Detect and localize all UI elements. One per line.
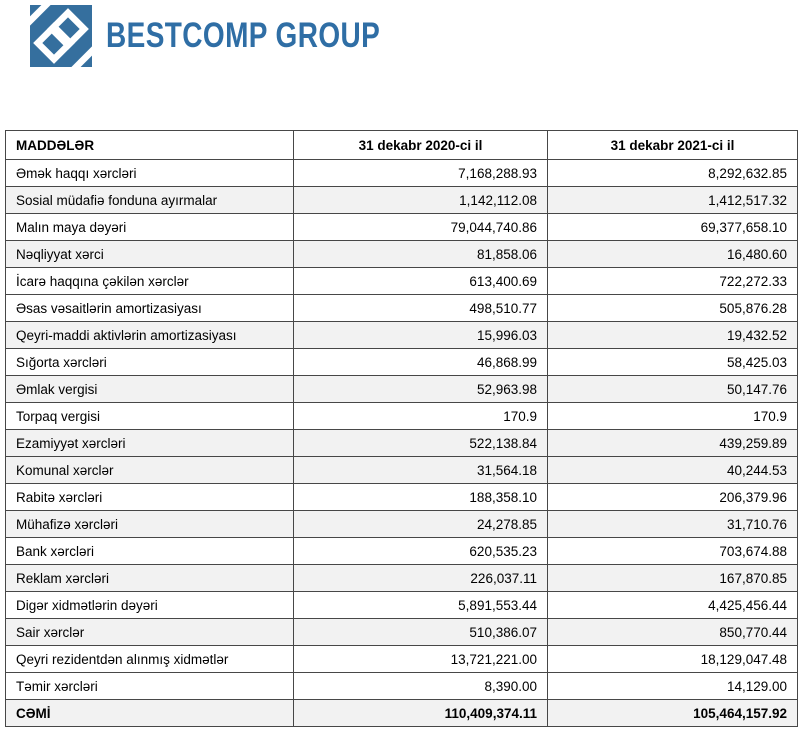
row-value-2020: 79,044,740.86 xyxy=(293,213,548,241)
row-value-2020: 522,138.84 xyxy=(293,429,548,457)
row-value-2021: 18,129,047.48 xyxy=(547,645,798,673)
row-value-2020: 7,168,288.93 xyxy=(293,159,548,187)
table-header-row: MADDƏLƏR 31 dekabr 2020-ci il 31 dekabr … xyxy=(5,130,798,160)
row-value-2021: 170.9 xyxy=(547,402,798,430)
table-row: Sair xərclər 510,386.07 850,770.44 xyxy=(5,618,798,646)
table-body: Əmək haqqı xərcləri 7,168,288.93 8,292,6… xyxy=(5,159,798,700)
column-header-2021: 31 dekabr 2021-ci il xyxy=(547,130,798,160)
row-label: Digər xidmətlərin dəyəri xyxy=(5,591,294,619)
row-label: Bank xərcləri xyxy=(5,537,294,565)
row-value-2020: 498,510.77 xyxy=(293,294,548,322)
row-label: Mühafizə xərcləri xyxy=(5,510,294,538)
row-value-2020: 620,535.23 xyxy=(293,537,548,565)
row-value-2020: 52,963.98 xyxy=(293,375,548,403)
row-value-2020: 188,358.10 xyxy=(293,483,548,511)
column-header-2020: 31 dekabr 2020-ci il xyxy=(293,130,548,160)
row-label: Təmir xərcləri xyxy=(5,672,294,700)
row-label: Əmək haqqı xərcləri xyxy=(5,159,294,187)
chain-links-logo-icon xyxy=(30,5,92,67)
row-value-2020: 226,037.11 xyxy=(293,564,548,592)
row-label: Əsas vəsaitlərin amortizasiyası xyxy=(5,294,294,322)
row-value-2020: 13,721,221.00 xyxy=(293,645,548,673)
row-value-2020: 8,390.00 xyxy=(293,672,548,700)
row-value-2021: 69,377,658.10 xyxy=(547,213,798,241)
table-row: Digər xidmətlərin dəyəri 5,891,553.44 4,… xyxy=(5,591,798,619)
row-value-2020: 81,858.06 xyxy=(293,240,548,268)
row-value-2021: 850,770.44 xyxy=(547,618,798,646)
row-value-2021: 40,244.53 xyxy=(547,456,798,484)
total-label: CƏMİ xyxy=(5,699,294,727)
table-row: Komunal xərclər 31,564.18 40,244.53 xyxy=(5,456,798,484)
row-value-2021: 167,870.85 xyxy=(547,564,798,592)
company-name: BESTCOMP GROUP xyxy=(106,16,381,55)
table-row: Bank xərcləri 620,535.23 703,674.88 xyxy=(5,537,798,565)
row-label: Sair xərclər xyxy=(5,618,294,646)
row-value-2021: 206,379.96 xyxy=(547,483,798,511)
row-label: Rabitə xərcləri xyxy=(5,483,294,511)
row-value-2021: 19,432.52 xyxy=(547,321,798,349)
row-label: İcarə haqqına çəkilən xərclər xyxy=(5,267,294,295)
logo: BESTCOMP GROUP xyxy=(30,5,449,67)
row-label: Malın maya dəyəri xyxy=(5,213,294,241)
row-value-2021: 50,147.76 xyxy=(547,375,798,403)
table-row: Əmlak vergisi 52,963.98 50,147.76 xyxy=(5,375,798,403)
row-value-2021: 439,259.89 xyxy=(547,429,798,457)
row-value-2020: 613,400.69 xyxy=(293,267,548,295)
row-value-2021: 703,674.88 xyxy=(547,537,798,565)
table-row: Əmək haqqı xərcləri 7,168,288.93 8,292,6… xyxy=(5,159,798,187)
table-row: Sosial müdafiə fonduna ayırmalar 1,142,1… xyxy=(5,186,798,214)
table-row: Rabitə xərcləri 188,358.10 206,379.96 xyxy=(5,483,798,511)
row-value-2020: 46,868.99 xyxy=(293,348,548,376)
table-row: Təmir xərcləri 8,390.00 14,129.00 xyxy=(5,672,798,700)
row-label: Qeyri rezidentdən alınmış xidmətlər xyxy=(5,645,294,673)
table-row: İcarə haqqına çəkilən xərclər 613,400.69… xyxy=(5,267,798,295)
row-value-2020: 24,278.85 xyxy=(293,510,548,538)
row-value-2021: 14,129.00 xyxy=(547,672,798,700)
row-value-2021: 722,272.33 xyxy=(547,267,798,295)
table-row: Əsas vəsaitlərin amortizasiyası 498,510.… xyxy=(5,294,798,322)
table-row: Mühafizə xərcləri 24,278.85 31,710.76 xyxy=(5,510,798,538)
row-value-2021: 505,876.28 xyxy=(547,294,798,322)
row-value-2021: 16,480.60 xyxy=(547,240,798,268)
row-value-2021: 58,425.03 xyxy=(547,348,798,376)
total-value-2020: 110,409,374.11 xyxy=(293,699,548,727)
row-value-2020: 15,996.03 xyxy=(293,321,548,349)
row-value-2020: 5,891,553.44 xyxy=(293,591,548,619)
row-label: Ezamiyyət xərcləri xyxy=(5,429,294,457)
table-row: Ezamiyyət xərcləri 522,138.84 439,259.89 xyxy=(5,429,798,457)
table-row: Sığorta xərcləri 46,868.99 58,425.03 xyxy=(5,348,798,376)
row-label: Torpaq vergisi xyxy=(5,402,294,430)
table-row: Torpaq vergisi 170.9 170.9 xyxy=(5,402,798,430)
row-value-2020: 510,386.07 xyxy=(293,618,548,646)
row-value-2021: 8,292,632.85 xyxy=(547,159,798,187)
expenses-table: MADDƏLƏR 31 dekabr 2020-ci il 31 dekabr … xyxy=(5,130,798,727)
row-label: Komunal xərclər xyxy=(5,456,294,484)
row-label: Sığorta xərcləri xyxy=(5,348,294,376)
row-value-2021: 1,412,517.32 xyxy=(547,186,798,214)
table-row: Nəqliyyat xərci 81,858.06 16,480.60 xyxy=(5,240,798,268)
total-row: CƏMİ 110,409,374.11 105,464,157.92 xyxy=(5,699,798,727)
table-row: Malın maya dəyəri 79,044,740.86 69,377,6… xyxy=(5,213,798,241)
row-label: Reklam xərcləri xyxy=(5,564,294,592)
row-label: Əmlak vergisi xyxy=(5,375,294,403)
row-label: Qeyri-maddi aktivlərin amortizasiyası xyxy=(5,321,294,349)
table-row: Qeyri rezidentdən alınmış xidmətlər 13,7… xyxy=(5,645,798,673)
table-row: Qeyri-maddi aktivlərin amortizasiyası 15… xyxy=(5,321,798,349)
table-row: Reklam xərcləri 226,037.11 167,870.85 xyxy=(5,564,798,592)
total-value-2021: 105,464,157.92 xyxy=(547,699,798,727)
row-value-2021: 4,425,456.44 xyxy=(547,591,798,619)
row-label: Nəqliyyat xərci xyxy=(5,240,294,268)
row-value-2021: 31,710.76 xyxy=(547,510,798,538)
row-value-2020: 170.9 xyxy=(293,402,548,430)
row-label: Sosial müdafiə fonduna ayırmalar xyxy=(5,186,294,214)
column-header-items: MADDƏLƏR xyxy=(5,130,294,160)
row-value-2020: 1,142,112.08 xyxy=(293,186,548,214)
row-value-2020: 31,564.18 xyxy=(293,456,548,484)
